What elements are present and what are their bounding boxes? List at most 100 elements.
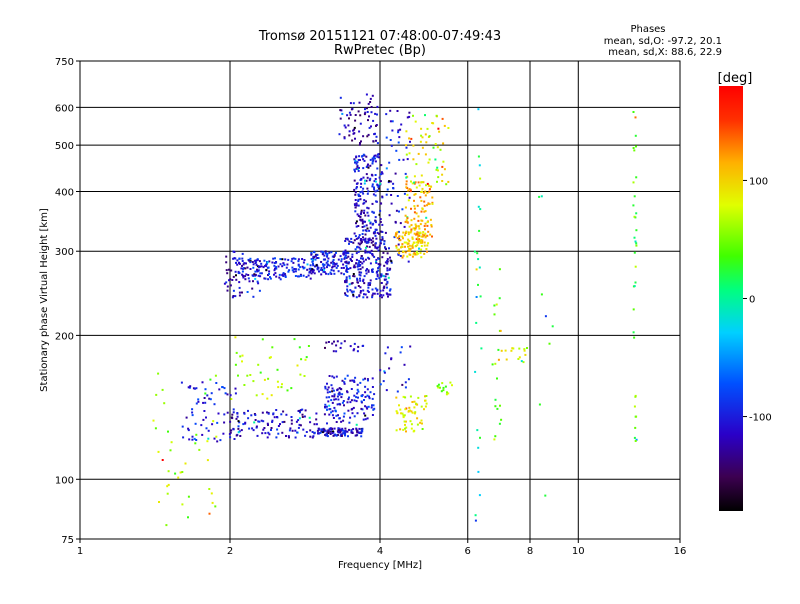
data-point bbox=[241, 252, 244, 255]
data-point bbox=[428, 158, 431, 161]
data-point bbox=[325, 396, 328, 399]
data-point bbox=[437, 169, 439, 172]
data-point bbox=[236, 415, 239, 418]
data-point bbox=[263, 277, 266, 280]
data-point bbox=[352, 293, 355, 296]
data-point bbox=[355, 182, 358, 185]
data-point bbox=[375, 124, 378, 126]
data-point bbox=[395, 244, 398, 247]
data-point bbox=[332, 255, 335, 258]
data-point bbox=[360, 140, 362, 143]
data-point bbox=[374, 178, 377, 180]
data-point bbox=[303, 375, 306, 377]
data-point bbox=[424, 395, 426, 398]
data-point bbox=[335, 266, 338, 269]
data-point bbox=[342, 266, 345, 269]
data-point bbox=[381, 195, 384, 198]
data-point bbox=[298, 417, 301, 420]
data-point bbox=[228, 433, 231, 435]
data-point bbox=[364, 395, 367, 398]
data-point bbox=[299, 266, 302, 269]
data-point bbox=[441, 173, 444, 176]
data-point bbox=[335, 375, 338, 378]
data-point bbox=[522, 361, 525, 364]
data-point bbox=[477, 205, 480, 208]
x-axis-label: Frequency [MHz] bbox=[338, 560, 422, 571]
data-point bbox=[324, 346, 326, 349]
data-point bbox=[375, 258, 378, 261]
data-point bbox=[192, 387, 195, 390]
data-point bbox=[408, 244, 411, 247]
data-point bbox=[328, 375, 331, 377]
data-point bbox=[257, 420, 260, 423]
data-point bbox=[373, 255, 376, 258]
data-point bbox=[371, 386, 374, 388]
data-point bbox=[340, 388, 343, 391]
data-point bbox=[298, 275, 300, 278]
data-point bbox=[412, 158, 415, 161]
data-point bbox=[417, 233, 420, 236]
data-point bbox=[348, 277, 351, 280]
data-point bbox=[408, 225, 411, 228]
data-point bbox=[343, 404, 345, 407]
data-point bbox=[344, 431, 347, 434]
data-point bbox=[417, 152, 420, 155]
data-point bbox=[360, 212, 363, 215]
data-point bbox=[326, 266, 328, 269]
data-point bbox=[352, 275, 355, 277]
data-point bbox=[407, 233, 410, 236]
data-point bbox=[273, 416, 276, 419]
data-point bbox=[372, 140, 375, 143]
data-point bbox=[249, 268, 252, 270]
data-point bbox=[430, 225, 433, 228]
data-point bbox=[251, 274, 254, 277]
data-point bbox=[287, 435, 290, 438]
data-point bbox=[344, 256, 347, 259]
data-point bbox=[367, 119, 369, 122]
data-point bbox=[386, 286, 388, 289]
data-point bbox=[407, 242, 410, 245]
data-point bbox=[496, 407, 499, 410]
data-point bbox=[442, 142, 445, 145]
data-point bbox=[246, 291, 249, 293]
data-point bbox=[259, 275, 262, 278]
data-point bbox=[294, 268, 297, 271]
data-point bbox=[350, 237, 353, 240]
data-point bbox=[368, 126, 371, 129]
data-point bbox=[362, 176, 365, 179]
data-point bbox=[271, 419, 274, 422]
data-point bbox=[377, 156, 380, 159]
data-point bbox=[283, 420, 286, 423]
data-point bbox=[356, 350, 359, 353]
data-point bbox=[345, 278, 348, 281]
data-point bbox=[350, 241, 353, 243]
data-point bbox=[392, 182, 395, 185]
data-point bbox=[244, 267, 247, 270]
data-point bbox=[323, 267, 326, 270]
data-point bbox=[416, 244, 419, 247]
data-point bbox=[410, 137, 413, 140]
data-point bbox=[404, 234, 407, 237]
data-point bbox=[231, 417, 234, 420]
data-point bbox=[345, 276, 348, 279]
data-point bbox=[370, 241, 373, 244]
data-point bbox=[271, 421, 274, 423]
legend-line-o: mean, sd,O: -97.2, 20.1 bbox=[604, 36, 722, 47]
data-point bbox=[386, 262, 389, 265]
data-point bbox=[634, 240, 637, 243]
data-point bbox=[404, 386, 407, 389]
data-point bbox=[379, 209, 382, 212]
data-point bbox=[327, 429, 330, 432]
data-point bbox=[424, 228, 426, 231]
data-point bbox=[332, 258, 335, 261]
data-point bbox=[283, 273, 286, 275]
data-point bbox=[374, 219, 377, 222]
data-point bbox=[223, 282, 226, 285]
data-point bbox=[240, 267, 243, 270]
data-point bbox=[407, 260, 410, 263]
data-point bbox=[273, 262, 276, 264]
data-point bbox=[404, 251, 407, 254]
data-point bbox=[253, 259, 256, 262]
data-point bbox=[230, 429, 233, 432]
data-point bbox=[384, 261, 387, 264]
